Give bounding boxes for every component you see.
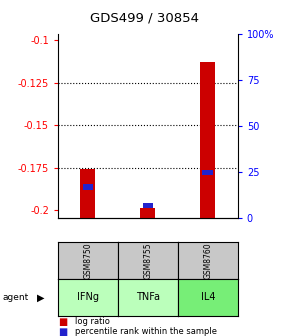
Text: ■: ■ [58,317,67,327]
Text: log ratio: log ratio [75,317,110,326]
Text: GSM8750: GSM8750 [84,242,93,279]
Text: percentile rank within the sample: percentile rank within the sample [75,328,218,336]
Text: GSM8760: GSM8760 [203,242,212,279]
Bar [200,62,215,218]
Text: TNFa: TNFa [136,292,160,302]
Bar [140,208,155,218]
Text: ■: ■ [58,327,67,336]
Bar [142,203,153,208]
Bar [80,169,95,218]
Bar [202,170,213,175]
Bar [83,184,93,190]
Text: IL4: IL4 [201,292,215,302]
Text: ▶: ▶ [37,292,44,302]
Text: IFNg: IFNg [77,292,99,302]
Text: GSM8755: GSM8755 [143,242,153,279]
Text: agent: agent [3,293,29,302]
Text: GDS499 / 30854: GDS499 / 30854 [90,12,200,25]
